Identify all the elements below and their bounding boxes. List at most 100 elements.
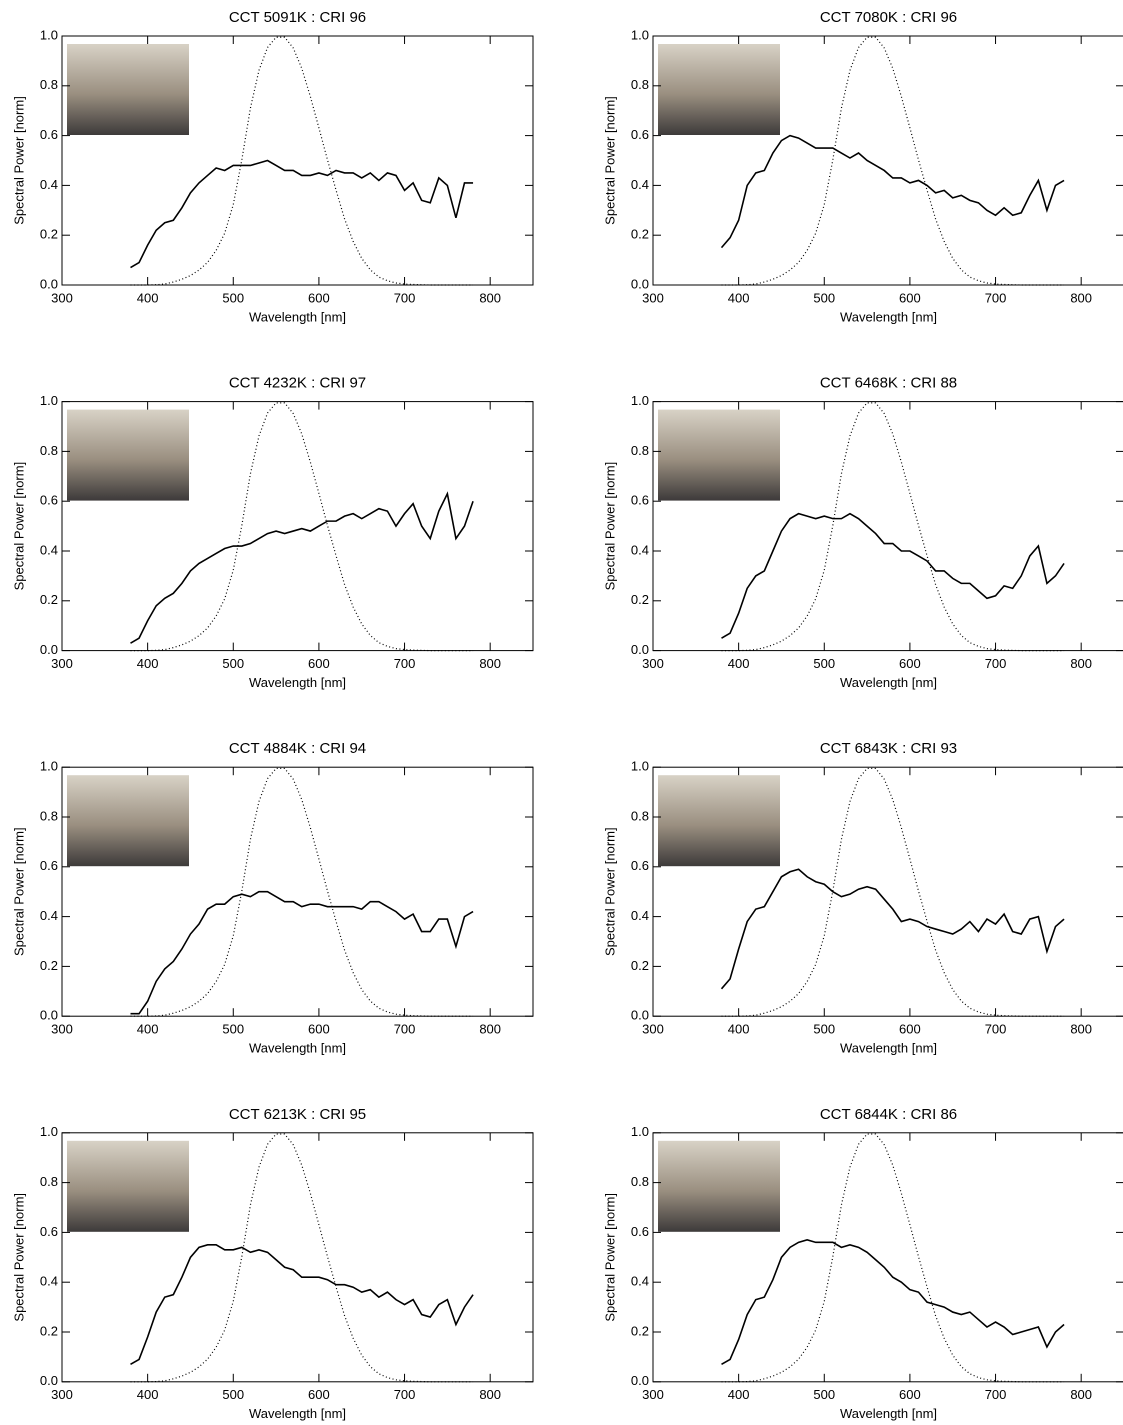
y-tick-label: 0.0: [40, 276, 58, 291]
y-tick-label: 0.6: [631, 127, 649, 142]
x-tick-label: 300: [51, 290, 73, 305]
y-tick-label: 0.0: [40, 642, 58, 657]
y-axis-label: Spectral Power [norm]: [602, 462, 617, 591]
x-tick-label: 800: [479, 290, 501, 305]
y-tick-label: 0.2: [631, 1323, 649, 1338]
y-axis-label: Spectral Power [norm]: [11, 462, 26, 591]
y-tick-label: 0.6: [631, 493, 649, 508]
photo: [658, 409, 780, 501]
x-tick-label: 400: [728, 1022, 750, 1037]
spectrum-line: [130, 1244, 474, 1366]
plot-frame: [652, 1132, 1123, 1383]
x-tick-label: 600: [308, 1022, 330, 1037]
photo: [67, 409, 189, 501]
y-tick-label: 0.8: [631, 443, 649, 458]
x-tick-label: 700: [985, 656, 1007, 671]
x-axis-label: Wavelength [nm]: [840, 1041, 937, 1056]
plot-frame: [61, 401, 534, 652]
x-tick-label: 400: [137, 1022, 159, 1037]
photo: [67, 775, 189, 867]
y-axis-label: Spectral Power [norm]: [602, 1193, 617, 1322]
x-tick-label: 400: [137, 1387, 159, 1402]
x-tick-label: 500: [813, 1022, 835, 1037]
chart-title: CCT 6213K : CRI 95: [229, 1106, 366, 1123]
y-tick-label: 0.4: [40, 542, 58, 557]
y-tick-label: 0.2: [631, 592, 649, 607]
x-tick-label: 300: [642, 656, 664, 671]
x-axis-label: Wavelength [nm]: [249, 675, 346, 690]
x-tick-label: 300: [642, 290, 664, 305]
x-tick-label: 700: [985, 1022, 1007, 1037]
y-tick-label: 1.0: [40, 27, 58, 42]
x-tick-label: 800: [479, 656, 501, 671]
y-tick-label: 0.6: [40, 1224, 58, 1239]
spectrum-line: [720, 134, 1065, 249]
y-tick-label: 0.8: [631, 1174, 649, 1189]
plot-frame: [652, 35, 1123, 286]
y-tick-label: 0.0: [40, 1373, 58, 1388]
y-tick-label: 0.2: [631, 958, 649, 973]
x-tick-label: 600: [308, 1387, 330, 1402]
x-tick-label: 600: [899, 290, 921, 305]
x-tick-label: 500: [813, 1387, 835, 1402]
x-tick-label: 800: [1070, 1387, 1092, 1402]
chart-title: CCT 4232K : CRI 97: [229, 375, 366, 392]
photo: [67, 1140, 189, 1232]
y-tick-label: 0.8: [40, 808, 58, 823]
spectrum-line: [130, 159, 474, 269]
y-tick-label: 1.0: [631, 393, 649, 408]
chart-title: CCT 6843K : CRI 93: [820, 740, 957, 757]
y-tick-label: 0.2: [40, 958, 58, 973]
plot-frame: [61, 766, 534, 1017]
x-axis-label: Wavelength [nm]: [840, 675, 937, 690]
y-tick-label: 0.4: [631, 542, 649, 557]
y-tick-label: 1.0: [40, 1124, 58, 1139]
photo: [658, 775, 780, 867]
x-tick-label: 600: [899, 1387, 921, 1402]
x-tick-label: 600: [899, 656, 921, 671]
y-tick-label: 0.0: [631, 642, 649, 657]
x-tick-label: 700: [394, 290, 416, 305]
y-tick-label: 0.8: [40, 1174, 58, 1189]
y-tick-label: 0.0: [631, 276, 649, 291]
x-tick-label: 400: [137, 290, 159, 305]
plot-frame: [61, 35, 534, 286]
x-axis-label: Wavelength [nm]: [249, 1406, 346, 1421]
y-tick-label: 0.4: [40, 908, 58, 923]
y-tick-label: 1.0: [40, 759, 58, 774]
y-tick-label: 0.2: [40, 1323, 58, 1338]
x-axis-label: Wavelength [nm]: [249, 309, 346, 324]
plot-frame: [652, 766, 1123, 1017]
y-tick-label: 1.0: [631, 27, 649, 42]
spectrum-line: [130, 491, 474, 644]
x-tick-label: 600: [308, 290, 330, 305]
y-tick-label: 1.0: [631, 1124, 649, 1139]
y-tick-label: 0.0: [631, 1373, 649, 1388]
y-tick-label: 0.6: [631, 1224, 649, 1239]
y-tick-label: 0.4: [631, 908, 649, 923]
x-tick-label: 500: [222, 1022, 244, 1037]
y-tick-label: 0.2: [631, 227, 649, 242]
x-tick-label: 400: [728, 290, 750, 305]
x-tick-label: 500: [222, 656, 244, 671]
y-tick-label: 0.4: [40, 177, 58, 192]
photo: [658, 1140, 780, 1232]
x-tick-label: 700: [394, 1387, 416, 1402]
y-axis-label: Spectral Power [norm]: [602, 827, 617, 956]
photo: [658, 44, 780, 135]
x-tick-label: 500: [222, 290, 244, 305]
y-axis-label: Spectral Power [norm]: [602, 96, 617, 225]
chart-title: CCT 5091K : CRI 96: [229, 9, 366, 26]
x-tick-label: 300: [51, 1022, 73, 1037]
y-tick-label: 0.4: [40, 1274, 58, 1289]
spectrum-line: [130, 890, 474, 1015]
photo: [67, 44, 189, 135]
y-axis-label: Spectral Power [norm]: [11, 96, 26, 225]
chart-title: CCT 4884K : CRI 94: [229, 740, 366, 757]
y-tick-label: 0.8: [631, 77, 649, 92]
y-tick-label: 0.0: [40, 1008, 58, 1023]
x-tick-label: 300: [642, 1387, 664, 1402]
y-tick-label: 0.4: [631, 1274, 649, 1289]
